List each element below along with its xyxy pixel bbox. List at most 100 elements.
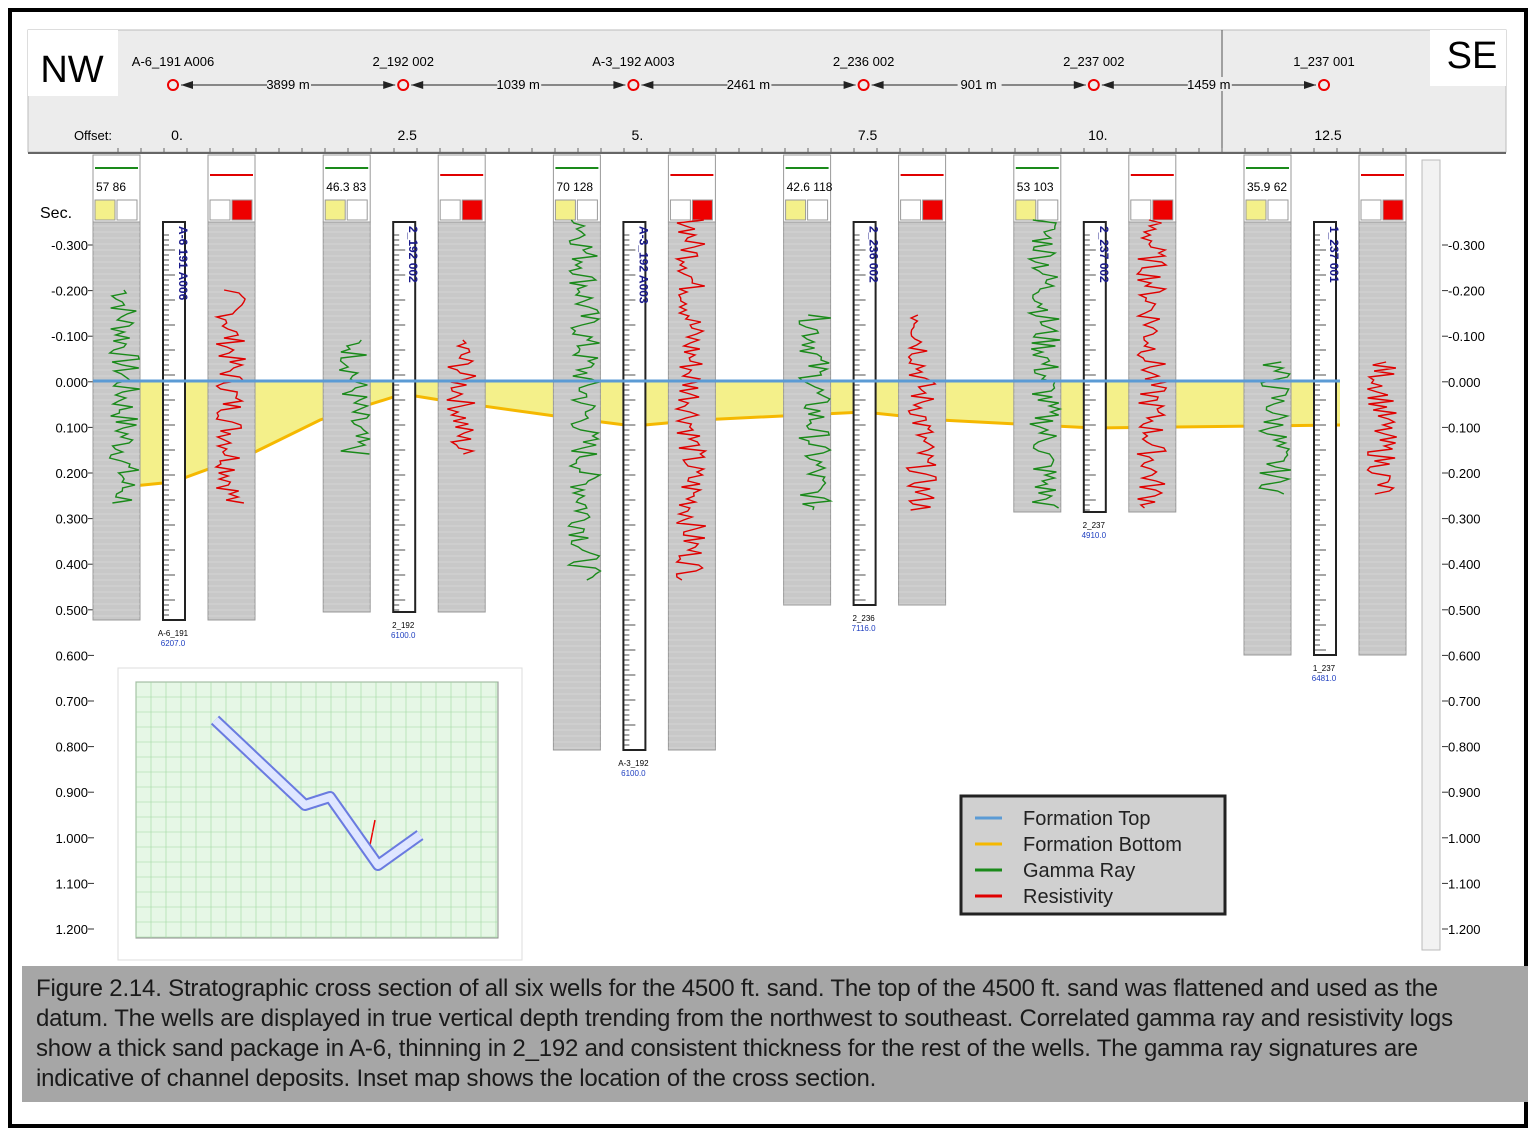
depth-label-left: 0.600	[55, 648, 88, 663]
gamma-swatch	[94, 199, 116, 221]
depth-track	[1082, 221, 1107, 513]
res-swatch	[461, 199, 483, 221]
track-label: 2_236 002	[867, 226, 881, 283]
depth-label-right: 0.100	[1448, 420, 1481, 435]
depth-label-left: -0.200	[51, 284, 88, 299]
depth-label-right: 0.800	[1448, 740, 1481, 755]
td-value: 4910.0	[1082, 531, 1107, 540]
track-label: A-3_192 A003	[636, 226, 650, 304]
well-name: A-6_191 A006	[132, 54, 214, 69]
well-name: 2_236 002	[833, 54, 894, 69]
gamma-track	[1243, 221, 1292, 656]
gamma-swatch	[785, 199, 807, 221]
td-value: 6481.0	[1312, 674, 1337, 683]
distance-label: 1459 m	[1187, 77, 1230, 92]
td-value: 6100.0	[391, 631, 416, 640]
offset-tick-label: 12.5	[1314, 127, 1341, 143]
legend	[959, 794, 1227, 916]
td-name: 2_237	[1083, 521, 1106, 530]
scrollbar[interactable]	[1421, 159, 1441, 951]
offset-tick-label: 10.	[1088, 127, 1107, 143]
legend-box	[959, 794, 1227, 916]
depth-label-left: 1.000	[55, 831, 88, 846]
depth-label-left: 0.500	[55, 603, 88, 618]
distance-bg	[727, 77, 772, 91]
res-swatch	[1382, 199, 1404, 221]
well-symbol	[1318, 79, 1330, 91]
offset-tick-label: 7.5	[858, 127, 878, 143]
nw-label: NW	[40, 49, 103, 91]
depth-track	[852, 221, 877, 606]
gamma-curve	[566, 219, 602, 581]
depth-track	[162, 221, 186, 621]
depth-label-right: -0.300	[1448, 238, 1485, 253]
blank-swatch	[576, 199, 598, 221]
blank-swatch	[116, 199, 138, 221]
legend-label: Resistivity	[1023, 886, 1113, 908]
td-value: 6100.0	[621, 769, 646, 778]
depth-label-right: 1.200	[1448, 922, 1481, 937]
gamma-track	[783, 221, 832, 606]
section-line-inner	[212, 717, 423, 869]
depth-label-right: 0.500	[1448, 603, 1481, 618]
depth-label-right: -0.100	[1448, 329, 1485, 344]
track-label: 1_237 001	[1327, 226, 1341, 283]
resistivity-curve	[1366, 361, 1397, 495]
resistivity-curve	[213, 289, 246, 504]
gamma-range: 42.6 118	[787, 180, 833, 194]
legend-label: Formation Bottom	[1023, 834, 1182, 856]
depth-label-left: 1.100	[55, 876, 88, 891]
distance-label: 901 m	[961, 77, 997, 92]
depth-label-right: 1.000	[1448, 831, 1481, 846]
gamma-range: 46.3 83	[326, 180, 366, 194]
gamma-range: 35.9 62	[1247, 180, 1287, 194]
depth-label-left: 1.200	[55, 922, 88, 937]
depth-title: Sec.	[40, 205, 72, 222]
track-label: 2_237 002	[1097, 226, 1111, 283]
gamma-swatch	[324, 199, 346, 221]
resistivity-track	[1358, 221, 1407, 656]
depth-label-right: 0.900	[1448, 785, 1481, 800]
distance-label: 2461 m	[727, 77, 770, 92]
depth-label-right: -0.200	[1448, 284, 1485, 299]
offset-tick-label: 5.	[632, 127, 644, 143]
res-swatch	[231, 199, 253, 221]
nw-box	[28, 30, 118, 96]
distance-bg	[957, 77, 1002, 91]
blank-swatch	[1130, 199, 1152, 221]
depth-label-left: 0.700	[55, 694, 88, 709]
depth-label-left: 0.800	[55, 740, 88, 755]
offset-label: Offset:	[74, 128, 112, 143]
gamma-swatch	[1015, 199, 1037, 221]
gamma-track	[322, 221, 371, 613]
depth-label-right: 0.700	[1448, 694, 1481, 709]
td-value: 6207.0	[161, 639, 186, 648]
gamma-range: 57 86	[96, 180, 126, 194]
well-symbol	[167, 79, 179, 91]
gamma-swatch	[554, 199, 576, 221]
legend-label: Formation Top	[1023, 808, 1150, 830]
gamma-range: 53 103	[1017, 180, 1054, 194]
depth-track	[622, 221, 647, 751]
inset-map	[117, 667, 523, 961]
depth-label-right: 0.200	[1448, 466, 1481, 481]
resistivity-curve	[673, 219, 708, 581]
td-name: A-6_191	[158, 629, 189, 638]
track-label: 2_192 002	[406, 226, 420, 283]
depth-label-right: 0.000	[1448, 375, 1481, 390]
depth-label-right: 0.400	[1448, 557, 1481, 572]
res-swatch	[691, 199, 713, 221]
resistivity-track	[207, 221, 256, 621]
depth-label-left: 0.300	[55, 512, 88, 527]
se-label: SE	[1447, 35, 1498, 77]
depth-label-left: -0.100	[51, 329, 88, 344]
blank-swatch	[439, 199, 461, 221]
well-marker	[369, 819, 376, 846]
legend-label: Gamma Ray	[1023, 860, 1135, 882]
td-name: 2_192	[392, 621, 415, 630]
resistivity-curve	[1135, 219, 1168, 509]
resistivity-curve	[446, 339, 477, 455]
well-name: 2_192 002	[372, 54, 433, 69]
track-label: A-6 191 A006	[176, 226, 190, 301]
